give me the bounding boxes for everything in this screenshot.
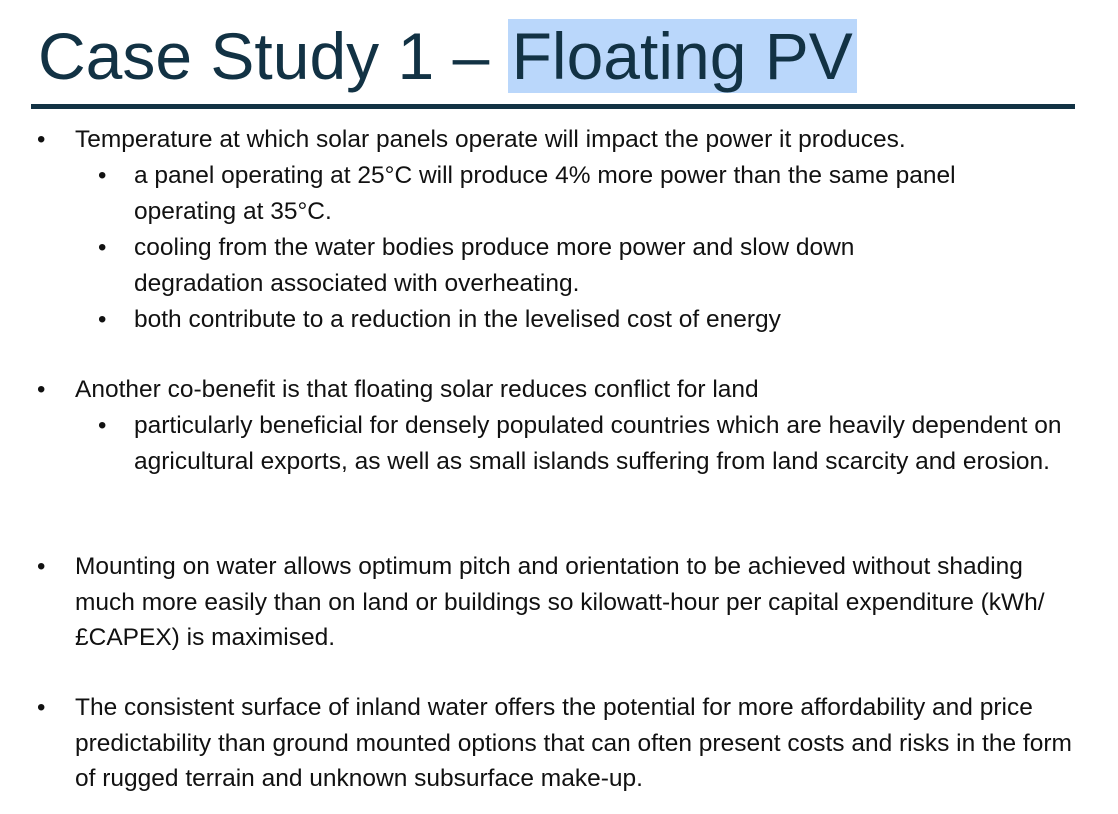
bullet-marker: • <box>37 376 46 403</box>
sub-bullet-text: both contribute to a reduction in the le… <box>134 306 781 333</box>
bullet-marker: • <box>37 553 46 580</box>
sub-bullet-marker: • <box>98 162 107 189</box>
sub-bullet-marker: • <box>98 306 107 333</box>
bullet-marker: • <box>37 694 46 721</box>
bullet-text: Another co-benefit is that floating sola… <box>75 376 759 403</box>
sub-bullet-text: particularly beneficial for densely popu… <box>134 412 1062 475</box>
slide-title: Case Study 1 – Floating PV <box>38 8 857 104</box>
bullet-text: The consistent surface of inland water o… <box>75 694 1072 792</box>
title-highlight[interactable]: Floating PV <box>507 19 857 93</box>
sub-bullet-text: cooling from the water bodies produce mo… <box>134 234 855 297</box>
sub-bullet-marker: • <box>98 412 107 439</box>
bullet-marker: • <box>37 126 46 153</box>
title-underline <box>31 104 1075 109</box>
sub-bullet-text: a panel operating at 25°C will produce 4… <box>134 162 956 225</box>
bullet-text: Mounting on water allows optimum pitch a… <box>75 553 1045 651</box>
sub-bullet-marker: • <box>98 234 107 261</box>
bullet-text: Temperature at which solar panels operat… <box>75 126 906 153</box>
title-prefix: Case Study 1 – <box>38 19 508 93</box>
